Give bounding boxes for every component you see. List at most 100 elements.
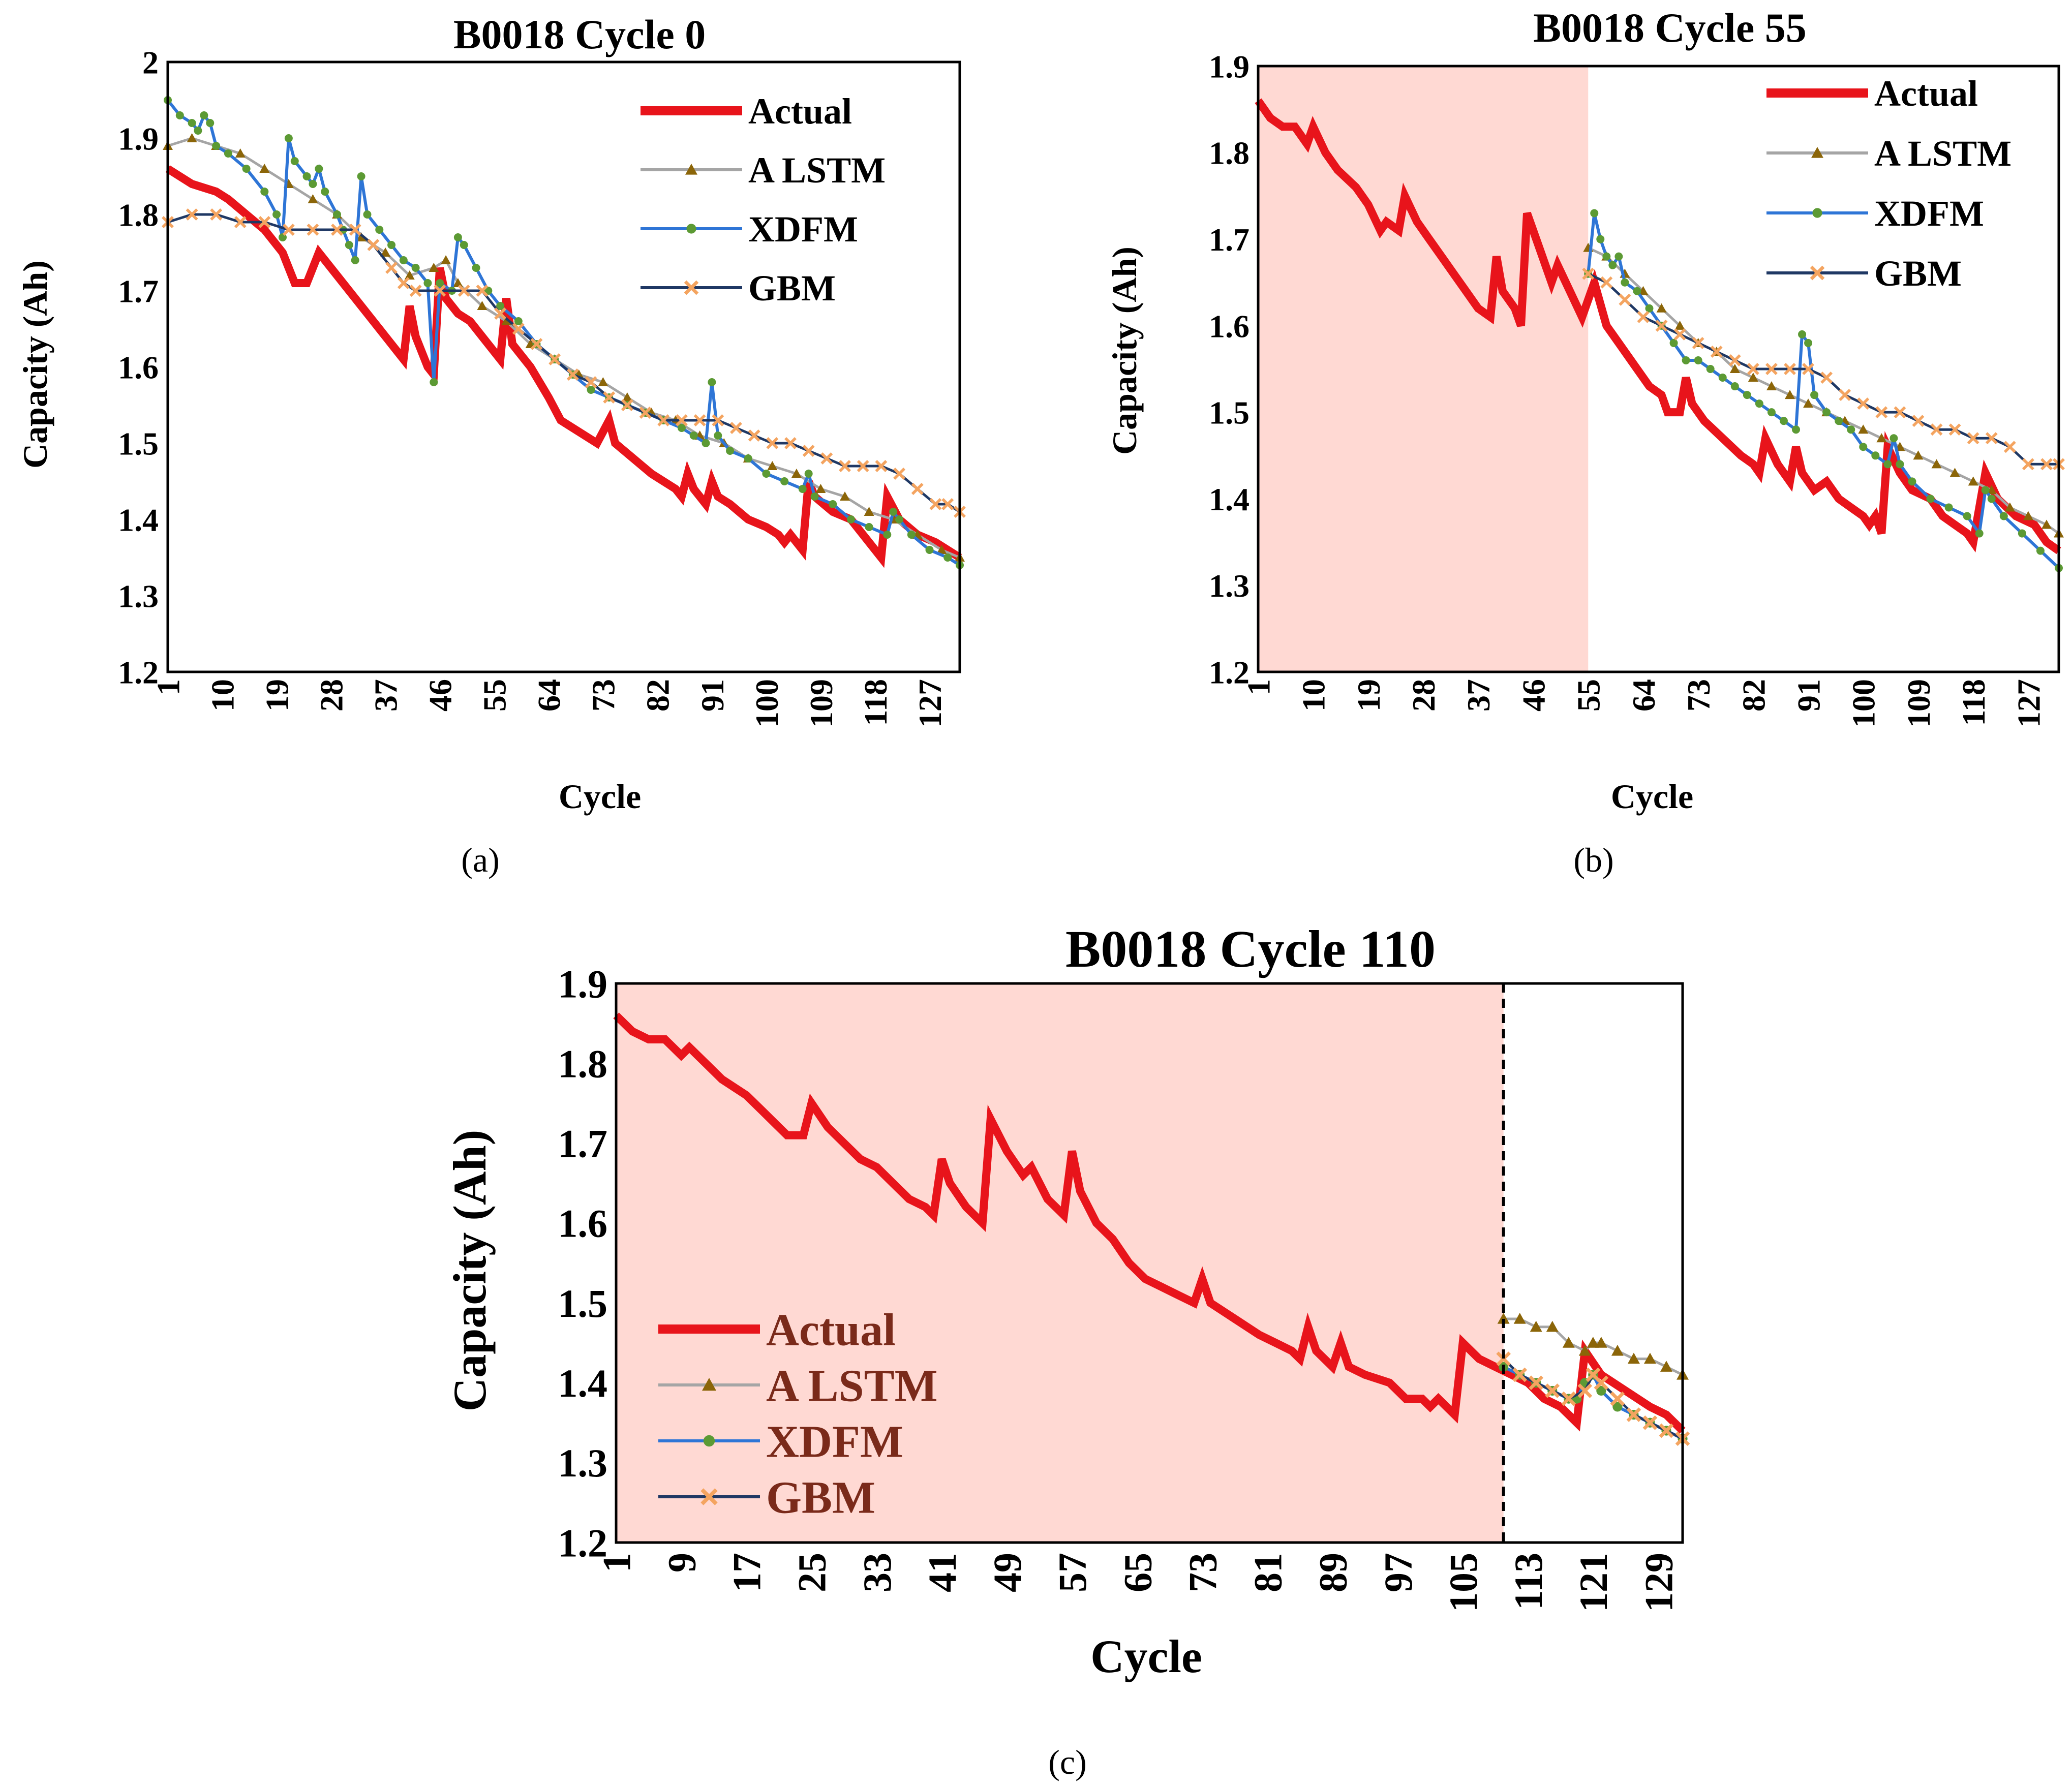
x-tick-label: 73 [586,679,622,712]
data-point-xdfm [1608,261,1617,269]
data-point-xdfm [1718,374,1727,382]
data-point-xdfm [1944,503,1953,512]
data-point-xdfm [1706,365,1715,373]
data-point-a-lstm [1858,424,1869,434]
data-point-xdfm [200,111,208,119]
data-point-xdfm [1987,495,1996,503]
data-point-gbm [186,208,198,221]
x-tick-label: 100 [749,679,785,728]
x-tick-label: 89 [1311,1553,1355,1592]
data-point-gbm [875,460,888,472]
data-point-xdfm [883,531,892,539]
series-line-actual [613,1012,1686,1434]
data-point-xdfm [925,546,934,554]
legend-marker-xdfm [1812,208,1822,218]
data-point-gbm [367,239,380,251]
data-point-xdfm [1871,451,1880,460]
data-point-a-lstm [791,469,802,478]
data-point-gbm [766,437,779,449]
data-point-a-lstm [815,484,826,493]
legend-marker-xdfm [703,1435,715,1447]
data-point-gbm [1747,363,1759,375]
panel-label: (b) [1573,841,1613,879]
x-tick-label: 118 [858,679,894,726]
data-point-a-lstm [1497,1313,1510,1324]
legend-label-xdfm: XDFM [1874,193,1984,234]
y-tick-label: 1.6 [118,349,159,385]
data-point-xdfm [846,515,855,523]
y-tick-label: 2 [142,44,159,80]
data-point-a-lstm [1803,398,1814,408]
x-tick-label: 73 [1681,679,1717,712]
data-point-gbm [941,498,954,510]
data-point-xdfm [1730,382,1739,391]
data-point-gbm [530,338,543,350]
y-tick-label: 1.8 [118,197,159,233]
data-point-xdfm [1743,391,1751,399]
data-point-a-lstm [1578,1344,1591,1356]
data-point-xdfm [1847,425,1855,434]
data-point-xdfm [943,553,952,562]
data-point-xdfm [484,287,493,295]
x-tick-label: 73 [1180,1553,1225,1592]
data-point-xdfm [212,142,221,150]
data-point-gbm [1610,1391,1625,1406]
data-point-xdfm [1926,495,1935,503]
data-point-a-lstm [259,164,270,173]
data-point-a-lstm [501,316,512,325]
data-point-xdfm [224,149,232,158]
data-point-xdfm [702,439,710,447]
data-point-xdfm [345,241,353,249]
data-point-gbm [1692,336,1704,349]
data-point-gbm [458,285,470,297]
y-tick-label: 1.7 [1209,222,1250,258]
y-tick-label: 1.4 [118,502,159,538]
data-point-xdfm [260,188,269,196]
data-point-gbm [657,414,670,426]
data-point-gbm [603,391,616,404]
data-point-xdfm [387,241,396,249]
y-tick-label: 1.7 [118,273,159,309]
data-point-xdfm [514,317,523,325]
data-point-xdfm [272,210,281,219]
training-region-shade [1258,66,1589,672]
data-point-xdfm [411,264,420,272]
y-tick-label: 1.6 [1209,308,1250,344]
data-point-gbm [1642,1415,1658,1430]
data-point-gbm [2022,458,2034,471]
x-tick-label: 100 [1846,679,1882,728]
data-point-xdfm [1621,278,1629,287]
x-tick-label: 17 [725,1553,769,1592]
data-point-xdfm [798,485,807,493]
data-point-a-lstm [1931,459,1942,469]
data-point-xdfm [351,256,359,264]
data-point-gbm [1512,1367,1528,1382]
data-point-gbm [2003,441,2016,453]
x-tick-label: 109 [1901,679,1937,728]
x-tick-label: 9 [659,1553,704,1573]
chart-title: B0018 Cycle 110 [1065,920,1436,978]
legend-label-actual: Actual [766,1305,896,1355]
y-tick-label: 1.9 [558,962,608,1006]
x-tick-label: 118 [1956,679,1992,726]
y-tick-label: 1.2 [118,654,159,690]
data-point-gbm [784,437,797,449]
series-line-actual [1255,98,2061,554]
x-tick-label: 33 [855,1553,899,1592]
data-point-xdfm [810,492,819,501]
data-point-xdfm [194,127,202,135]
data-point-gbm [1626,1407,1641,1422]
x-tick-label: 19 [259,679,295,712]
data-point-gbm [494,307,507,320]
y-tick-label: 1.5 [118,425,159,461]
data-point-gbm [409,285,422,297]
data-point-xdfm [363,210,372,219]
data-point-a-lstm [1611,1344,1624,1356]
data-point-a-lstm [187,133,197,142]
data-point-a-lstm [380,248,391,257]
data-point-xdfm [1590,209,1599,218]
y-tick-label: 1.9 [118,120,159,157]
data-point-a-lstm [1656,303,1667,313]
data-point-xdfm [302,172,311,180]
